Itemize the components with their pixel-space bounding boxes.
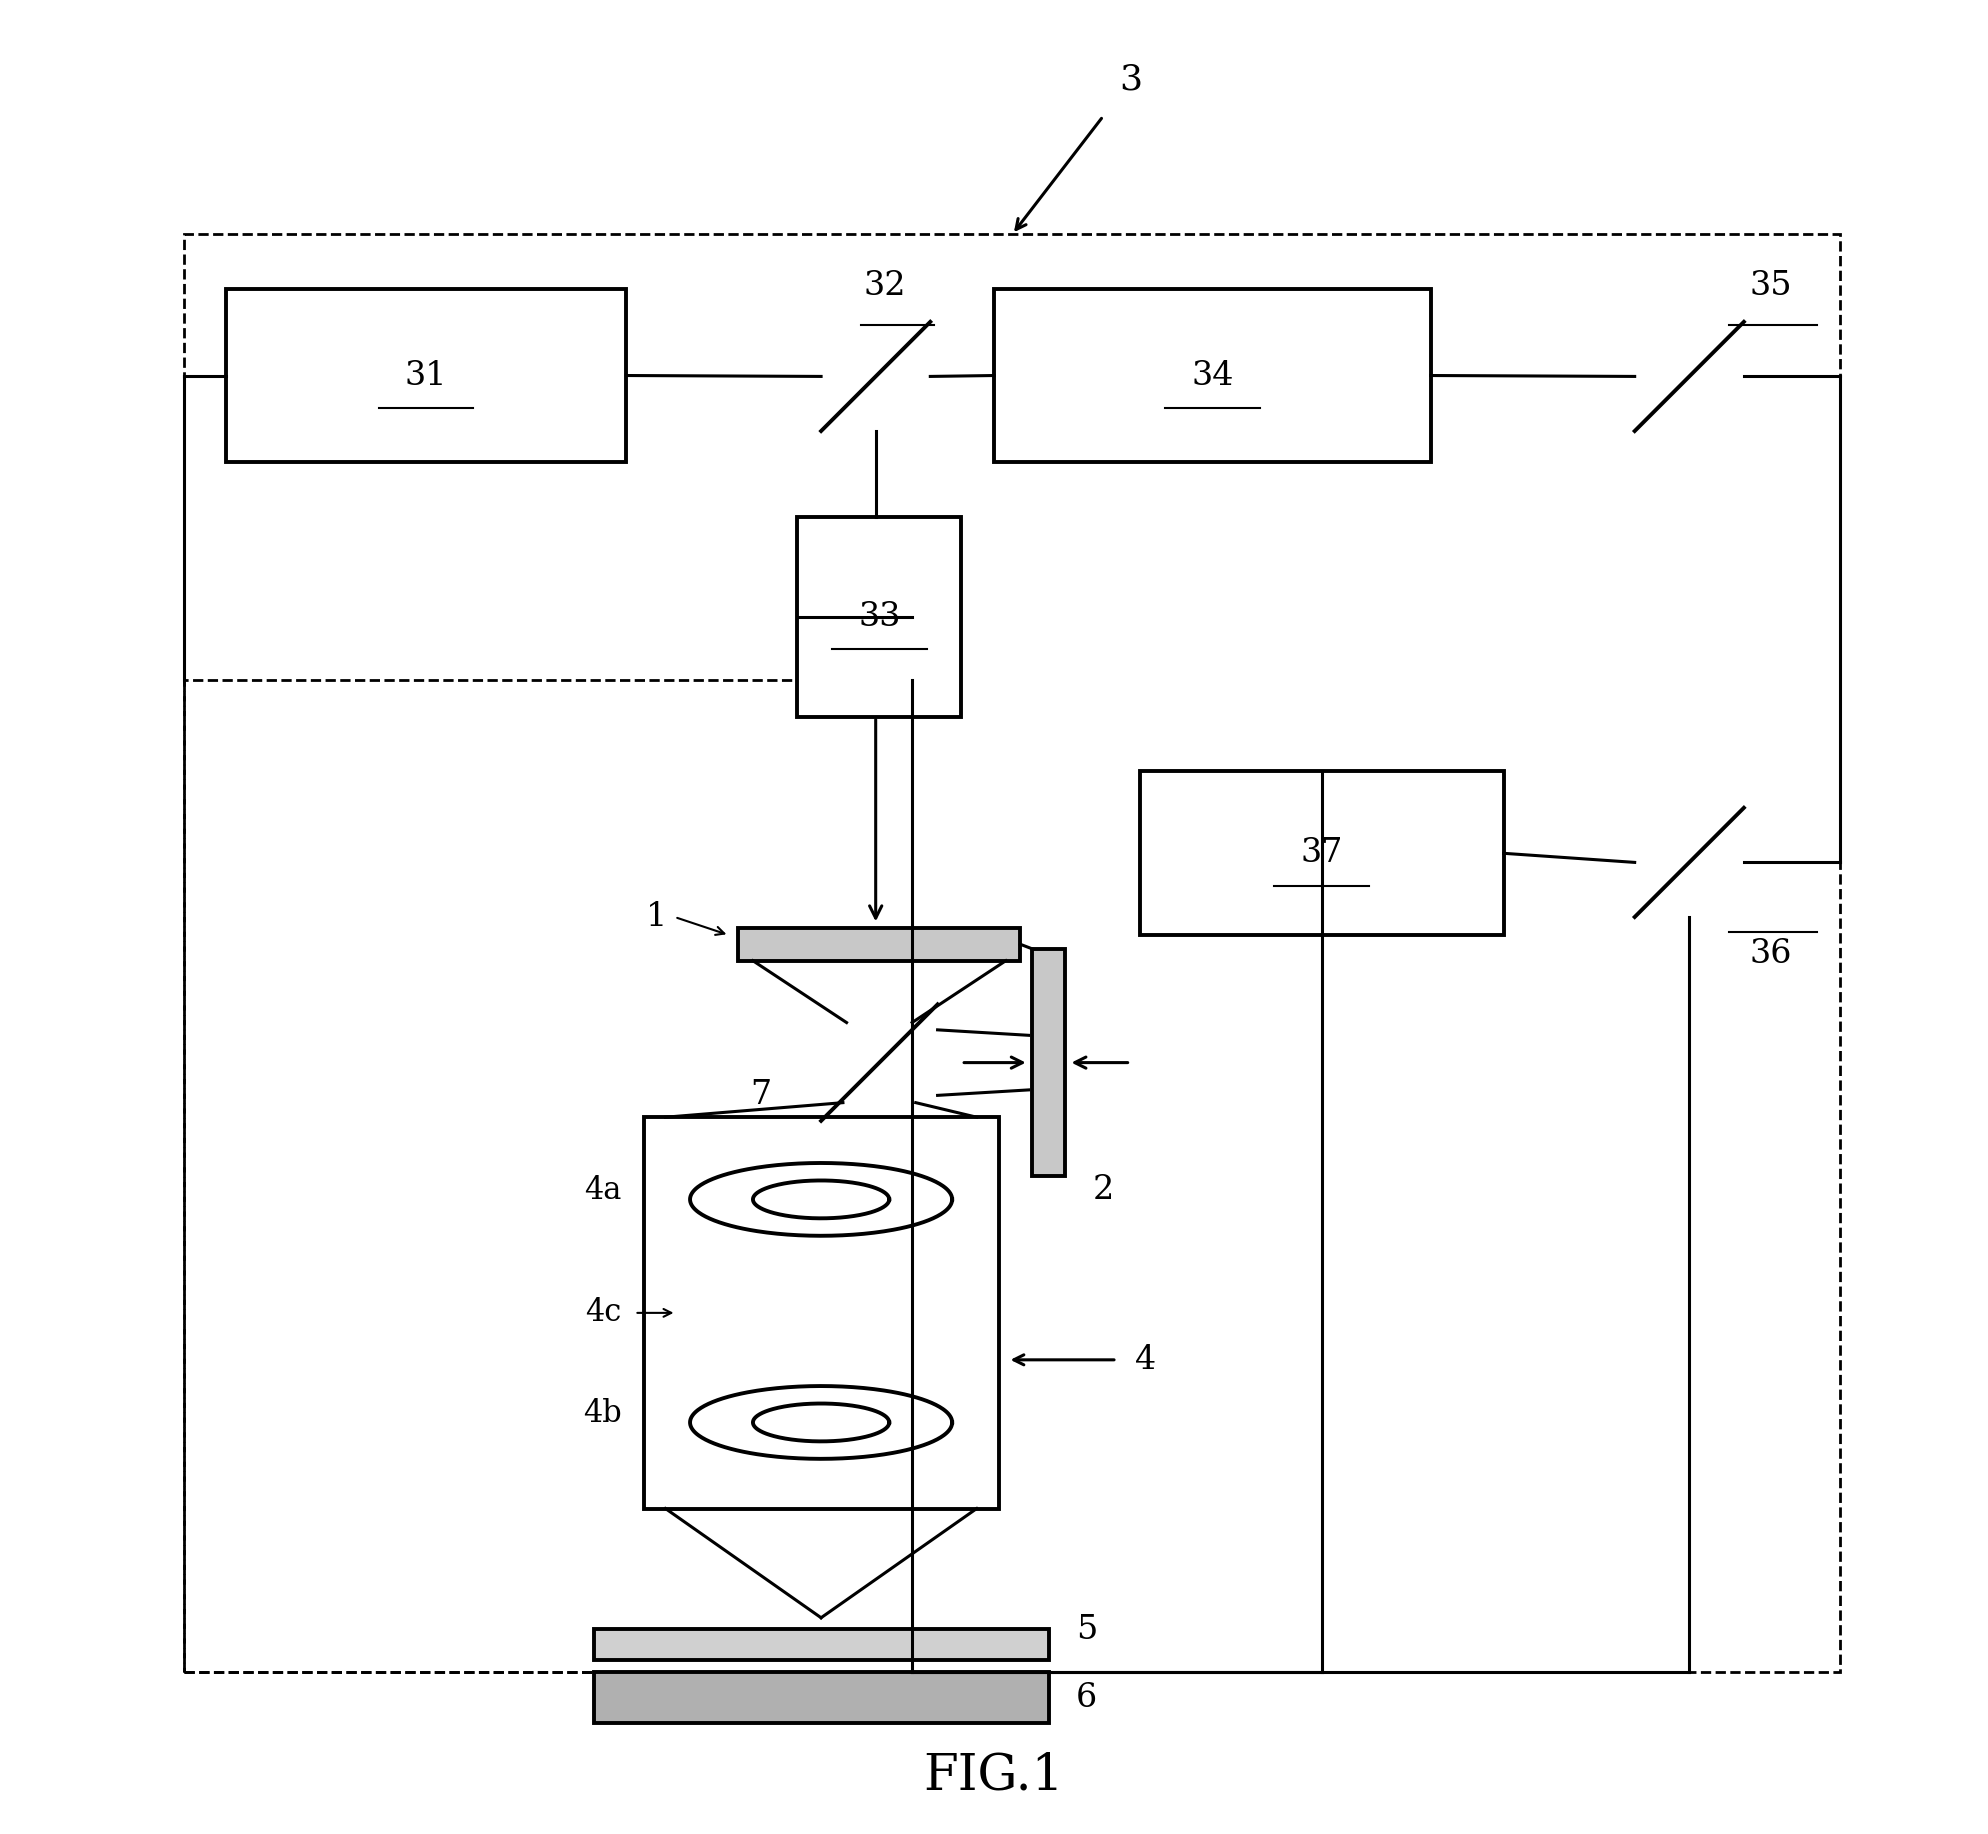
Text: 4: 4 — [1135, 1344, 1157, 1376]
Text: 35: 35 — [1749, 270, 1793, 301]
Text: 1: 1 — [646, 900, 668, 934]
Bar — [1032, 948, 1066, 1176]
Text: 4c: 4c — [586, 1297, 622, 1328]
Text: 33: 33 — [859, 602, 901, 633]
Text: 5: 5 — [1076, 1614, 1097, 1645]
Text: 32: 32 — [863, 270, 907, 301]
Text: 4a: 4a — [584, 1176, 622, 1205]
Text: 36: 36 — [1749, 937, 1793, 970]
Bar — [1139, 772, 1503, 935]
Bar — [738, 928, 1020, 961]
Bar — [185, 680, 912, 1673]
Bar — [594, 1673, 1048, 1724]
Bar — [994, 290, 1431, 462]
Text: 7: 7 — [749, 1080, 771, 1111]
Text: 34: 34 — [1191, 359, 1235, 391]
Text: 4b: 4b — [582, 1398, 622, 1429]
Bar — [644, 1117, 998, 1509]
Bar — [797, 517, 962, 717]
Text: 31: 31 — [406, 359, 447, 391]
Bar — [185, 235, 1841, 1673]
Bar — [227, 290, 626, 462]
Text: 3: 3 — [1119, 62, 1141, 97]
Text: 2: 2 — [1093, 1174, 1113, 1207]
Bar — [594, 1629, 1048, 1660]
Text: 37: 37 — [1300, 838, 1342, 869]
Text: FIG.1: FIG.1 — [924, 1751, 1064, 1801]
Text: 6: 6 — [1076, 1682, 1097, 1713]
